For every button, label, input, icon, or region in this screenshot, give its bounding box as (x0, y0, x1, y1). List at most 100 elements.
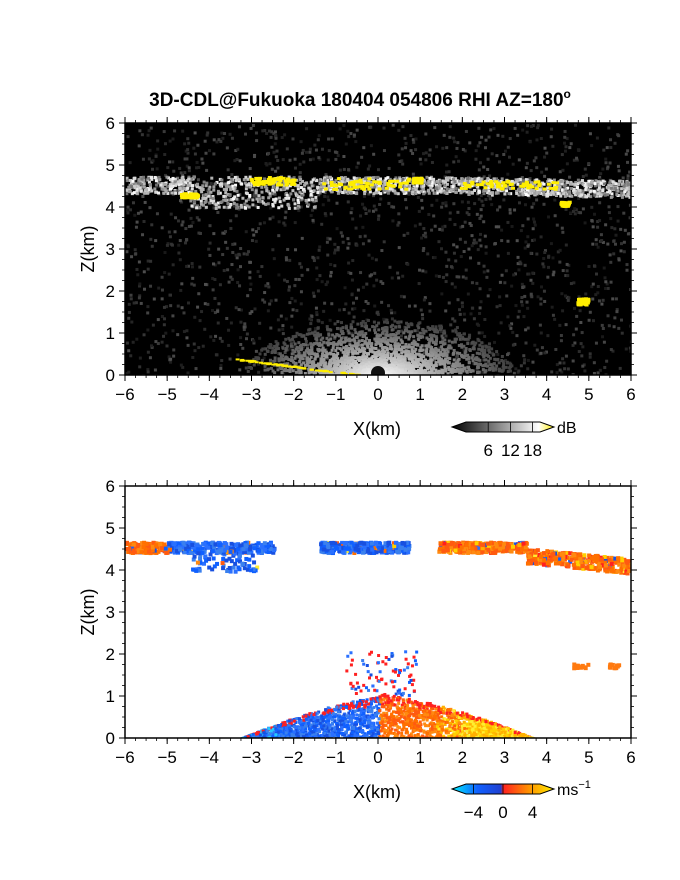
backscatter-fan-pixel (353, 367, 357, 371)
backscatter-noise-pixel (604, 287, 608, 291)
backscatter-noise-pixel (381, 281, 385, 285)
backscatter-cloud-pixel (187, 175, 191, 179)
backscatter-noise-pixel (626, 177, 630, 181)
backscatter-noise-pixel (601, 327, 605, 331)
backscatter-noise-pixel (433, 224, 437, 228)
backscatter-noise-pixel (151, 323, 155, 327)
backscatter-noise-pixel (478, 216, 482, 220)
backscatter-fan-pixel (378, 353, 382, 357)
backscatter-noise-pixel (245, 252, 249, 256)
backscatter-noise-pixel (312, 294, 316, 298)
backscatter-noise-pixel (600, 302, 604, 306)
backscatter-noise-pixel (356, 288, 360, 292)
backscatter-noise-pixel (506, 220, 510, 224)
backscatter-noise-pixel (312, 259, 316, 263)
backscatter-fan-pixel (327, 364, 331, 368)
backscatter-fan-pixel (302, 353, 306, 357)
backscatter-fan-pixel (403, 355, 407, 359)
backscatter-noise-pixel (271, 215, 275, 219)
backscatter-fan-pixel (418, 349, 422, 353)
backscatter-noise-pixel (524, 341, 528, 345)
backscatter-fan-pixel (386, 321, 390, 325)
backscatter-noise-pixel (150, 223, 154, 227)
backscatter-fan-pixel (313, 370, 317, 374)
backscatter-cloud-pixel (287, 194, 291, 198)
backscatter-fan-pixel (374, 343, 378, 347)
backscatter-fan-pixel (474, 361, 478, 365)
backscatter-noise-pixel (149, 259, 153, 263)
backscatter-noise-pixel (228, 132, 232, 136)
backscatter-fan-pixel (413, 349, 417, 353)
backscatter-noise-pixel (579, 211, 583, 215)
backscatter-noise-pixel (269, 299, 273, 303)
backscatter-noise-pixel (619, 249, 623, 253)
backscatter-fan-pixel (468, 349, 472, 353)
backscatter-noise-pixel (293, 157, 297, 161)
backscatter-noise-pixel (441, 146, 445, 150)
backscatter-cloud-pixel (303, 183, 307, 187)
backscatter-noise-pixel (353, 307, 357, 311)
backscatter-fan-pixel (434, 328, 438, 332)
backscatter-noise-pixel (168, 160, 172, 164)
backscatter-fan-pixel (288, 368, 292, 372)
backscatter-noise-pixel (542, 202, 546, 206)
backscatter-cloud-pixel (458, 188, 462, 192)
backscatter-fan-pixel (443, 362, 447, 366)
backscatter-noise-pixel (203, 302, 207, 306)
backscatter-noise-pixel (612, 239, 616, 243)
backscatter-noise-pixel (138, 294, 142, 298)
backscatter-noise-pixel (294, 277, 298, 281)
backscatter-fan-pixel (478, 352, 482, 356)
backscatter-noise-pixel (588, 352, 592, 356)
backscatter-noise-pixel (560, 226, 564, 230)
backscatter-fan-pixel (508, 369, 512, 373)
backscatter-noise-pixel (264, 347, 268, 351)
backscatter-fan-pixel (308, 357, 312, 361)
backscatter-cloud-pixel (531, 191, 535, 195)
backscatter-fan-pixel (345, 349, 349, 353)
backscatter-fan-pixel (497, 361, 501, 365)
backscatter-fan-pixel (410, 330, 414, 334)
backscatter-noise-pixel (318, 157, 322, 161)
backscatter-noise-pixel (470, 244, 474, 248)
backscatter-noise-pixel (382, 126, 386, 130)
backscatter-fan-pixel (313, 352, 317, 356)
backscatter-noise-pixel (130, 255, 134, 259)
backscatter-cloud-pixel (375, 188, 379, 192)
backscatter-fan-pixel (305, 357, 309, 361)
backscatter-fan-pixel (424, 329, 428, 333)
backscatter-noise-pixel (148, 148, 152, 152)
backscatter-fan-pixel (397, 348, 401, 352)
backscatter-noise-pixel (163, 271, 167, 275)
backscatter-noise-pixel (560, 153, 564, 157)
backscatter-noise-pixel (458, 237, 462, 241)
backscatter-noise-pixel (182, 311, 186, 315)
backscatter-noise-pixel (149, 126, 153, 130)
backscatter-cloud-pixel (465, 190, 469, 194)
backscatter-fan-pixel (506, 370, 510, 374)
backscatter-fan-pixel (500, 369, 504, 373)
backscatter-fan-pixel (299, 363, 303, 367)
backscatter-noise-pixel (270, 145, 274, 149)
backscatter-noise-pixel (519, 262, 523, 266)
backscatter-cloud-pixel (495, 177, 499, 181)
backscatter-noise-pixel (198, 319, 202, 323)
backscatter-noise-pixel (448, 125, 452, 129)
backscatter-fan-pixel (377, 334, 381, 338)
backscatter-fan-pixel (398, 355, 402, 359)
backscatter-fan-pixel (311, 360, 315, 364)
backscatter-noise-pixel (433, 358, 437, 362)
backscatter-noise-pixel (187, 169, 191, 173)
backscatter-noise-pixel (535, 348, 539, 352)
backscatter-noise-pixel (574, 208, 578, 212)
backscatter-noise-pixel (138, 284, 142, 288)
backscatter-noise-pixel (366, 301, 370, 305)
backscatter-cloud-pixel (150, 177, 154, 181)
backscatter-noise-pixel (229, 226, 233, 230)
backscatter-noise-pixel (531, 271, 535, 275)
backscatter-fan-pixel (429, 336, 433, 340)
backscatter-cloud-pixel (231, 187, 235, 191)
backscatter-noise-pixel (167, 355, 171, 359)
backscatter-cloud-pixel (160, 187, 164, 191)
backscatter-noise-pixel (449, 323, 453, 327)
